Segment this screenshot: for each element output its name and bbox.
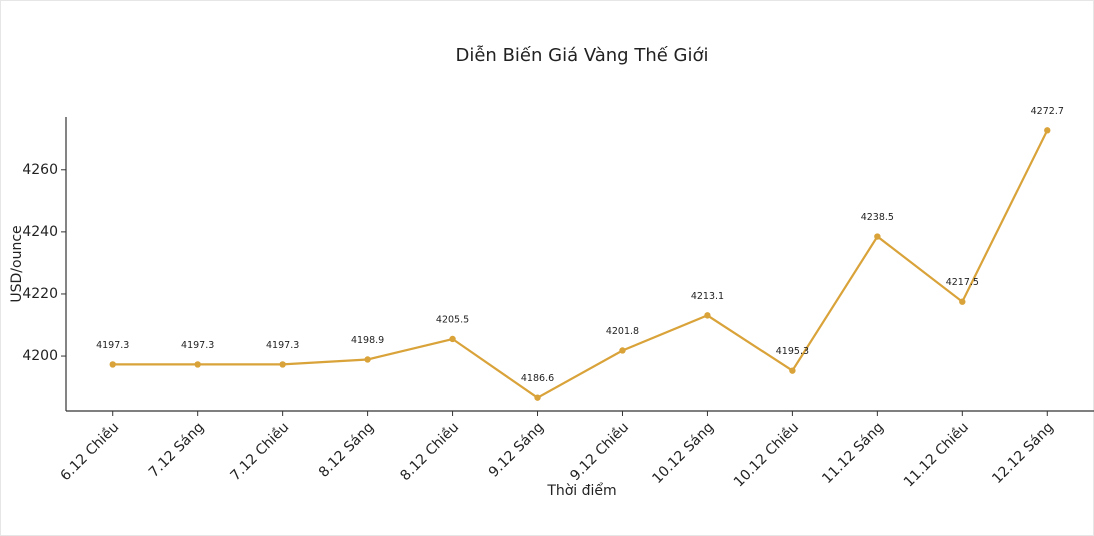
line bbox=[112, 129, 1049, 399]
value-label: 4205.5 bbox=[436, 314, 469, 325]
value-label: 4272.7 bbox=[1031, 106, 1064, 117]
x-axis-label: Thời điểm bbox=[546, 482, 616, 499]
point bbox=[1044, 127, 1051, 134]
point bbox=[534, 394, 541, 401]
value-label: 4197.3 bbox=[266, 340, 299, 351]
point bbox=[109, 361, 116, 368]
point bbox=[789, 367, 796, 374]
value-label: 4201.8 bbox=[606, 326, 639, 337]
point bbox=[364, 356, 371, 363]
value-label: 4195.3 bbox=[776, 346, 809, 357]
point bbox=[704, 312, 711, 319]
point bbox=[874, 233, 881, 240]
point bbox=[194, 361, 201, 368]
y-axis-label: USD/ounce bbox=[9, 225, 25, 302]
value-label: 4217.5 bbox=[946, 277, 979, 288]
point bbox=[449, 335, 456, 343]
value-label: 4197.3 bbox=[96, 340, 129, 351]
value-label: 4238.5 bbox=[861, 212, 894, 223]
y-tick-label: 4220 bbox=[22, 286, 58, 302]
y-tick-label: 4200 bbox=[22, 348, 58, 364]
value-label: 4197.3 bbox=[181, 340, 214, 351]
y-tick-label: 4240 bbox=[22, 224, 58, 240]
value-label: 4186.6 bbox=[521, 373, 554, 384]
value-label: 4198.9 bbox=[351, 335, 384, 346]
point bbox=[279, 361, 286, 368]
point bbox=[619, 347, 626, 354]
y-tick-label: 4260 bbox=[22, 162, 58, 178]
chart-title: Diễn Biến Giá Vàng Thế Giới bbox=[456, 45, 709, 66]
point bbox=[959, 298, 966, 305]
value-label: 4213.1 bbox=[691, 291, 724, 302]
